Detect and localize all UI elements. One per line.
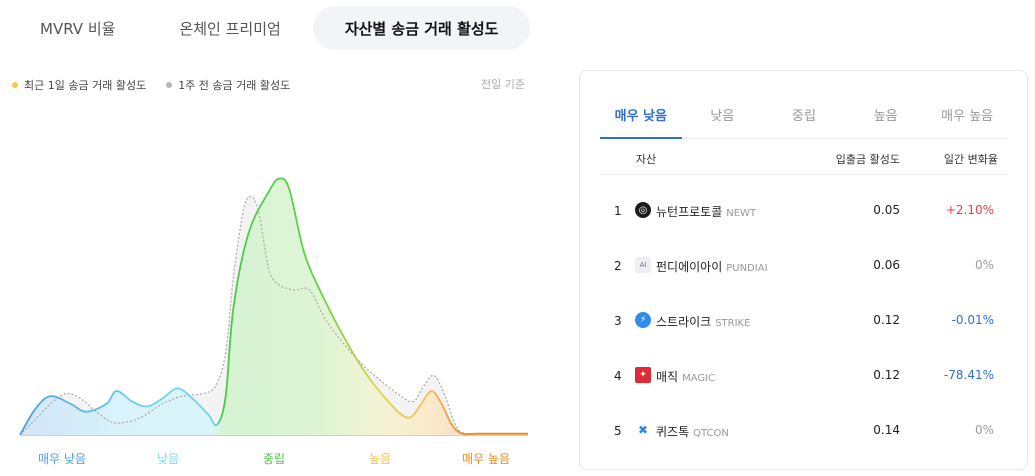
row-change: -78.41%: [943, 368, 994, 382]
row-rank: 1: [614, 204, 622, 218]
header-change[interactable]: 일간 변화율: [943, 153, 998, 166]
asset-ticker: STRIKE: [715, 318, 751, 329]
row-change: +2.10%: [945, 203, 994, 217]
chart-legend: 최근 1일 송금 거래 활성도 1주 전 송금 거래 활성도: [12, 77, 290, 93]
legend-item-previous[interactable]: 1주 전 송금 거래 활성도: [166, 77, 290, 93]
row-rank: 5: [614, 424, 622, 438]
tab-high[interactable]: 높음: [873, 109, 898, 124]
row-rank: 2: [614, 259, 622, 273]
category-label-high: 높음: [368, 452, 392, 466]
table-row[interactable]: 5 ✖ 퀴즈톡 QTCON 0.14 0%: [600, 404, 1008, 459]
row-asset: 스트라이크 STRIKE: [656, 313, 750, 330]
row-change: 0%: [974, 258, 994, 272]
asset-name: 펀디에이아이: [656, 260, 723, 274]
activity-level-tabs: 매우 낮음 낮음 중립 높음 매우 높음: [600, 91, 1008, 139]
tab-low[interactable]: 낮음: [710, 109, 735, 124]
activity-distribution-chart: [19, 177, 528, 436]
row-activity: 0.14: [873, 423, 900, 437]
legend-label-previous: 1주 전 송금 거래 활성도: [178, 79, 291, 92]
current-day-area: [20, 178, 528, 435]
row-rank: 4: [614, 369, 622, 383]
table-row[interactable]: 1 ◎ 뉴턴프로토콜 NEWT 0.05 +2.10%: [600, 184, 1008, 239]
asset-ticker: QTCON: [693, 428, 729, 439]
header-asset[interactable]: 자산: [636, 153, 657, 166]
asset-ranking-card: 매우 낮음 낮음 중립 높음 매우 높음 자산 입출금 활성도 일간 변화율 1…: [579, 70, 1028, 470]
tab-very-low[interactable]: 매우 낮음: [600, 91, 682, 139]
row-change: -0.01%: [951, 313, 994, 327]
asset-ticker: MAGIC: [682, 373, 716, 384]
category-labels: 매우 낮음 낮음 중립 높음 매우 높음: [0, 450, 540, 468]
category-label-neutral: 중립: [262, 452, 286, 466]
row-activity: 0.12: [873, 313, 900, 327]
table-row[interactable]: 4 ✦ 매직 MAGIC 0.12 -78.41%: [600, 349, 1008, 404]
legend-dot-current: [12, 82, 18, 88]
row-rank: 3: [614, 314, 622, 328]
tab-neutral[interactable]: 중립: [792, 109, 816, 124]
row-asset: 퀴즈톡 QTCON: [656, 423, 729, 440]
category-label-very-low: 매우 낮음: [38, 452, 86, 466]
strike-bolt-icon: ⚡: [635, 312, 651, 328]
tab-mvrv[interactable]: MVRV 비율: [40, 19, 116, 38]
legend-item-current[interactable]: 최근 1일 송금 거래 활성도: [12, 77, 146, 93]
magic-icon: ✦: [635, 367, 651, 383]
row-asset: 펀디에이아이 PUNDIAI: [656, 258, 768, 275]
row-activity: 0.12: [873, 368, 900, 382]
asset-name: 매직: [656, 370, 679, 384]
current-day-line: [19, 177, 528, 436]
tab-onchain-premium[interactable]: 온체인 프리미엄: [179, 19, 281, 38]
category-label-low: 낮음: [156, 452, 180, 466]
tab-very-high[interactable]: 매우 높음: [941, 109, 994, 124]
previous-week-line: [19, 195, 528, 436]
asset-name: 뉴턴프로토콜: [656, 205, 723, 219]
table-header: 자산 입출금 활성도 일간 변화율: [600, 141, 1008, 175]
row-asset: 뉴턴프로토콜 NEWT: [656, 203, 756, 220]
asset-ticker: PUNDIAI: [726, 263, 768, 274]
asset-name: 퀴즈톡: [656, 425, 690, 439]
table-row[interactable]: 2 AI 펀디에이아이 PUNDIAI 0.06 0%: [600, 239, 1008, 294]
newton-protocol-icon: ◎: [635, 202, 651, 218]
category-label-very-high: 매우 높음: [462, 452, 510, 466]
table-row[interactable]: 3 ⚡ 스트라이크 STRIKE 0.12 -0.01%: [600, 294, 1008, 349]
quiztok-icon: ✖: [635, 422, 651, 438]
pundiai-icon: AI: [635, 257, 651, 273]
top-tab-bar: MVRV 비율 온체인 프리미엄 자산별 송금 거래 활성도: [8, 6, 531, 50]
asset-name: 스트라이크: [656, 315, 712, 329]
basis-label: 전일 기준: [481, 78, 525, 91]
tab-transfer-activity[interactable]: 자산별 송금 거래 활성도: [312, 6, 531, 50]
asset-ticker: NEWT: [726, 208, 757, 219]
legend-label-current: 최근 1일 송금 거래 활성도: [24, 79, 147, 92]
row-activity: 0.05: [873, 203, 900, 217]
row-asset: 매직 MAGIC: [656, 368, 715, 385]
legend-dot-previous: [166, 82, 173, 88]
header-activity[interactable]: 입출금 활성도: [835, 153, 900, 166]
row-change: 0%: [974, 423, 994, 437]
row-activity: 0.06: [873, 258, 900, 272]
